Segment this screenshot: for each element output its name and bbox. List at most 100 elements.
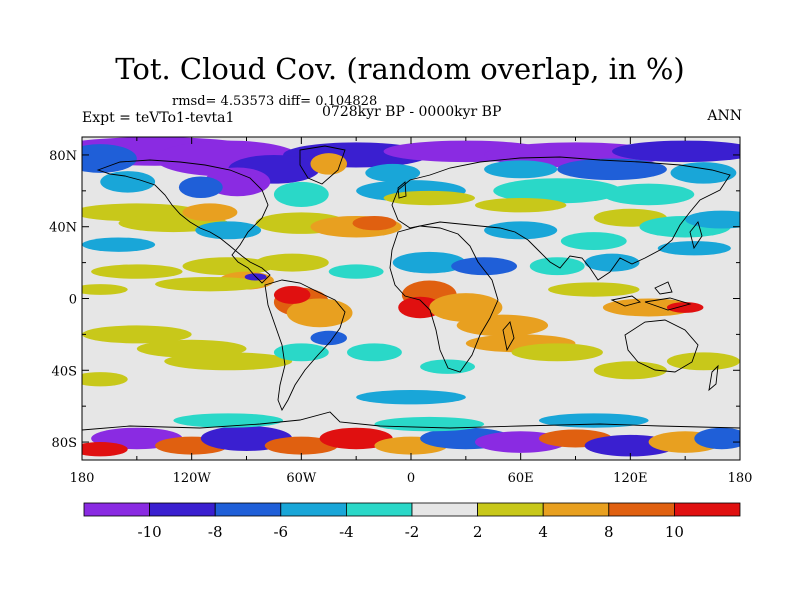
colorbar-swatch — [214, 502, 282, 517]
lat-label: 80S — [52, 436, 77, 451]
colorbar-label: -4 — [339, 523, 354, 541]
anomaly-blob — [670, 162, 737, 184]
anomaly-blob — [273, 181, 329, 207]
anomaly-blob — [560, 232, 627, 251]
colorbar-label: 2 — [473, 523, 483, 541]
anomaly-blob — [493, 178, 622, 204]
anomaly-blob — [429, 293, 503, 322]
colorbar-swatch — [83, 502, 150, 517]
anomaly-blob — [484, 221, 558, 240]
anomaly-blob — [456, 314, 549, 337]
colorbar-label: -10 — [138, 523, 162, 541]
coast-australia — [624, 319, 699, 373]
anomaly-blob — [593, 361, 667, 380]
anomaly-blob — [612, 140, 740, 163]
anomaly-blob — [548, 282, 640, 297]
anomaly-blob — [82, 442, 128, 457]
anomaly-blobs — [82, 137, 740, 457]
anomaly-blob — [82, 237, 156, 252]
anomaly-blob — [319, 427, 393, 450]
colorbar-swatch — [674, 502, 741, 517]
lat-label: 80N — [49, 149, 77, 164]
anomaly-blob — [195, 221, 262, 240]
colorbar-label: -2 — [405, 523, 420, 541]
lat-label: 40N — [49, 221, 77, 236]
anomaly-blob — [173, 413, 284, 428]
anomaly-blob — [356, 390, 466, 405]
lon-label: 60W — [286, 471, 317, 486]
lon-label: 120E — [613, 471, 647, 486]
coast-japan — [689, 221, 703, 250]
anomaly-blob — [347, 343, 402, 362]
colorbar-label: 8 — [604, 523, 614, 541]
anomaly-blob — [91, 264, 183, 279]
coastlines — [82, 145, 740, 431]
anomaly-blob — [484, 160, 558, 179]
anomaly-blob — [286, 298, 353, 328]
anomaly-blob — [511, 343, 603, 362]
anomaly-blob — [694, 427, 740, 450]
anomaly-blob — [602, 183, 695, 206]
season-label: ANN — [707, 108, 742, 124]
colorbar-swatch — [345, 502, 413, 517]
anomaly-blob — [82, 325, 192, 344]
coast-antarctica — [82, 411, 740, 431]
anomaly-blob — [538, 413, 649, 428]
anomaly-blob — [273, 343, 329, 362]
lon-label: 0 — [407, 471, 415, 486]
colorbar-swatch — [542, 502, 610, 517]
lon-label: 60E — [508, 471, 534, 486]
colorbar-label: -8 — [208, 523, 223, 541]
anomaly-blob — [557, 158, 667, 181]
axis-ticks — [81, 136, 741, 461]
anomaly-blob — [383, 190, 475, 206]
map-field — [82, 137, 740, 460]
colorbar-label: 4 — [538, 523, 548, 541]
anomaly-blob — [584, 253, 640, 272]
anomaly-blob — [82, 144, 137, 173]
colorbar-label: -6 — [273, 523, 288, 541]
anomaly-blob — [182, 203, 238, 222]
plot-title: Tot. Cloud Cov. (random overlap, in %) — [115, 52, 685, 86]
anomaly-blob — [164, 352, 293, 371]
anomaly-blob — [451, 257, 518, 276]
coast-indonesia — [610, 281, 692, 311]
anomaly-blob — [474, 198, 567, 213]
experiment-label: Expt = teVTo1-tevta1 — [82, 110, 235, 126]
lon-label: 180 — [728, 471, 753, 486]
anomaly-blob — [666, 302, 704, 313]
anomaly-blob — [310, 153, 348, 175]
anomaly-blob — [602, 298, 695, 317]
lon-label: 180 — [70, 471, 95, 486]
anomaly-blob — [310, 330, 348, 346]
lon-label: 120W — [173, 471, 212, 486]
coast-greenland — [299, 145, 346, 185]
longitude-labels: 180 120W 60W 0 60E 120E 180 — [70, 471, 753, 486]
coast-south-america — [264, 279, 346, 412]
anomaly-blob — [374, 416, 485, 432]
coast-eurasia — [391, 156, 731, 281]
anomaly-blob — [273, 285, 311, 304]
colorbar-swatch — [477, 502, 544, 517]
anomaly-blob — [82, 284, 128, 295]
anomaly-blob — [685, 210, 740, 229]
anomaly-blob — [392, 251, 466, 274]
stats-text: rmsd= 4.53573 diff= 0.104828 — [172, 94, 378, 109]
anomaly-blob — [352, 215, 397, 231]
coast-uk — [397, 181, 407, 199]
anomaly-blob — [178, 176, 223, 199]
lat-label: 0 — [69, 293, 77, 308]
coast-madagascar — [502, 321, 515, 352]
colorbar-label: 10 — [665, 523, 684, 541]
anomaly-blob — [264, 436, 338, 455]
anomaly-blob — [155, 276, 265, 292]
anomaly-blob — [100, 171, 156, 193]
period-label: 0728kyr BP - 0000kyr BP — [322, 104, 502, 120]
colorbar-swatch — [608, 502, 675, 517]
coast-africa — [389, 225, 499, 373]
anomaly-blob — [328, 264, 384, 279]
anomaly-blob — [82, 372, 128, 387]
anomaly-blob — [255, 253, 329, 272]
coast-new-zealand — [708, 364, 719, 392]
